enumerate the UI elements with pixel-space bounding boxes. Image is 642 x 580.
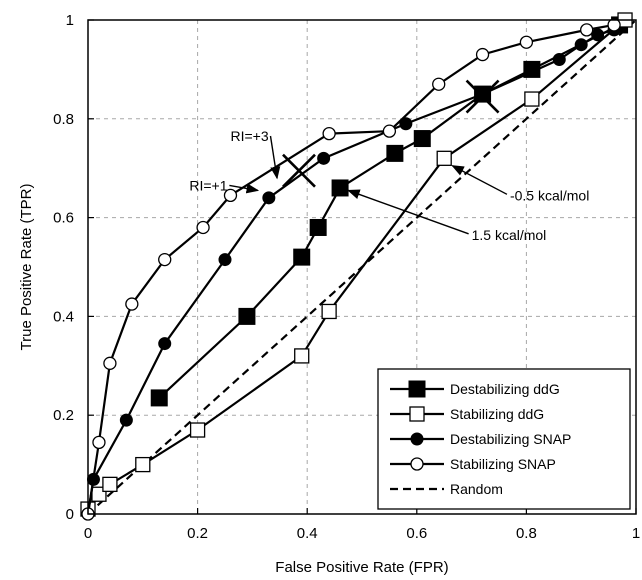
data-point-stabilizing-snap	[432, 77, 446, 91]
data-point-stabilizing-snap	[607, 18, 621, 32]
legend-entry-stabilizing-snap: Stabilizing SNAP	[390, 456, 556, 472]
data-point-stabilizing-ddg	[524, 91, 540, 107]
series-layer	[80, 12, 633, 521]
data-point-destabilizing-ddg	[386, 144, 404, 162]
annotation-label: 1.5 kcal/mol	[472, 227, 547, 243]
legend-label: Random	[450, 481, 503, 497]
y-tick-label: 0.4	[53, 308, 74, 325]
data-point-stabilizing-snap	[158, 252, 172, 267]
data-point-stabilizing-snap	[92, 435, 106, 450]
annotation-arrow	[347, 189, 469, 235]
x-tick-label: 0.6	[406, 525, 427, 542]
annotation-label: RI=+3	[230, 128, 268, 144]
annotation-arrow	[269, 135, 281, 180]
annotation-arrow	[451, 165, 508, 195]
data-point-destabilizing-snap	[476, 87, 490, 101]
x-tick-label: 0.4	[297, 525, 318, 542]
legend-marker	[408, 380, 426, 398]
legend-entry-random: Random	[390, 481, 503, 497]
x-tick-label: 1	[632, 525, 640, 542]
data-point-destabilizing-ddg	[331, 179, 349, 197]
legend-entry-stabilizing-ddg: Stabilizing ddG	[390, 406, 544, 422]
cross-mark	[465, 79, 500, 114]
data-point-destabilizing-snap	[552, 53, 566, 67]
series-line-destabilizing-ddg	[158, 23, 621, 399]
legend: Destabilizing ddG Stabilizing ddG Destabil…	[377, 368, 631, 510]
data-point-destabilizing-ddg	[150, 389, 168, 407]
y-tick-label: 0	[66, 506, 74, 523]
legend-label: Stabilizing SNAP	[450, 456, 556, 472]
cross-mark	[282, 153, 316, 188]
data-point-destabilizing-snap	[317, 151, 331, 165]
legend-label: Stabilizing ddG	[450, 406, 544, 422]
series-destabilizing-snap	[81, 23, 621, 521]
data-point-stabilizing-ddg	[189, 422, 206, 438]
legend-marker	[410, 457, 424, 471]
data-point-stabilizing-ddg	[436, 150, 452, 166]
data-point-destabilizing-ddg	[293, 248, 311, 266]
annotation: RI=+3	[230, 128, 281, 180]
data-point-destabilizing-snap	[399, 117, 413, 131]
plot-frame	[87, 19, 637, 515]
data-point-stabilizing-ddg	[321, 303, 337, 320]
data-point-stabilizing-snap	[223, 188, 238, 203]
data-point-destabilizing-ddg	[238, 307, 256, 325]
data-point-destabilizing-snap	[218, 253, 232, 267]
series-stabilizing-snap	[81, 18, 621, 521]
data-point-destabilizing-snap	[158, 337, 172, 351]
annotation-label: RI=+1	[189, 177, 227, 193]
data-point-stabilizing-snap	[196, 220, 210, 235]
legend-entry-destabilizing-snap: Destabilizing SNAP	[390, 431, 571, 447]
annotation: RI=+1	[189, 177, 260, 194]
cross-stroke	[282, 153, 316, 188]
legend-marker	[410, 432, 424, 446]
legend-entry-destabilizing-ddg: Destabilizing ddG	[390, 380, 560, 398]
legend-marker	[409, 406, 425, 422]
data-point-destabilizing-snap	[591, 28, 605, 42]
series-line-stabilizing-snap	[86, 23, 615, 515]
data-point-stabilizing-snap	[519, 35, 534, 49]
data-point-destabilizing-snap	[262, 191, 276, 205]
data-point-destabilizing-snap	[119, 413, 133, 427]
legend-label: Destabilizing SNAP	[450, 431, 571, 447]
data-point-stabilizing-ddg	[102, 476, 118, 493]
annotation: 1.5 kcal/mol	[347, 189, 547, 243]
data-point-stabilizing-snap	[382, 124, 397, 138]
data-point-destabilizing-snap	[574, 38, 588, 52]
data-point-stabilizing-snap	[103, 356, 117, 370]
x-axis-title: False Positive Rate (FPR)	[275, 559, 448, 576]
cross-stroke	[465, 79, 500, 114]
x-tick-label: 0.2	[187, 525, 208, 542]
cross-marks	[282, 79, 500, 188]
data-point-stabilizing-snap	[580, 23, 594, 37]
data-point-stabilizing-ddg	[294, 348, 310, 364]
data-point-stabilizing-snap	[475, 47, 490, 62]
data-point-destabilizing-ddg	[413, 130, 431, 148]
y-tick-label: 0.6	[53, 210, 74, 227]
y-tick-label: 1	[66, 12, 74, 29]
tick-labels: 0 0.2 0.4 0.6 0.8 1 0 0.2 0.4 0.6 0.8 1	[53, 12, 640, 542]
data-point-stabilizing-snap	[125, 297, 139, 311]
annotation-label: -0.5 kcal/mol	[510, 187, 589, 203]
data-point-stabilizing-snap	[322, 126, 336, 141]
y-axis-title: True Positive Rate (TPR)	[18, 184, 35, 351]
annotation-arrow	[229, 183, 260, 194]
data-point-destabilizing-ddg	[309, 218, 327, 236]
annotation: -0.5 kcal/mol	[451, 165, 589, 203]
y-tick-label: 0.8	[53, 111, 74, 128]
legend-label: Destabilizing ddG	[450, 381, 560, 397]
annotations: RI=+3 RI=+1 -0.5 kcal/mol 1.5 kcal/mol	[189, 128, 589, 243]
data-point-stabilizing-ddg	[135, 456, 151, 473]
x-tick-label: 0.8	[516, 525, 537, 542]
x-tick-label: 0	[84, 525, 92, 542]
series-destabilizing-ddg	[150, 16, 629, 407]
y-tick-label: 0.2	[53, 407, 74, 424]
